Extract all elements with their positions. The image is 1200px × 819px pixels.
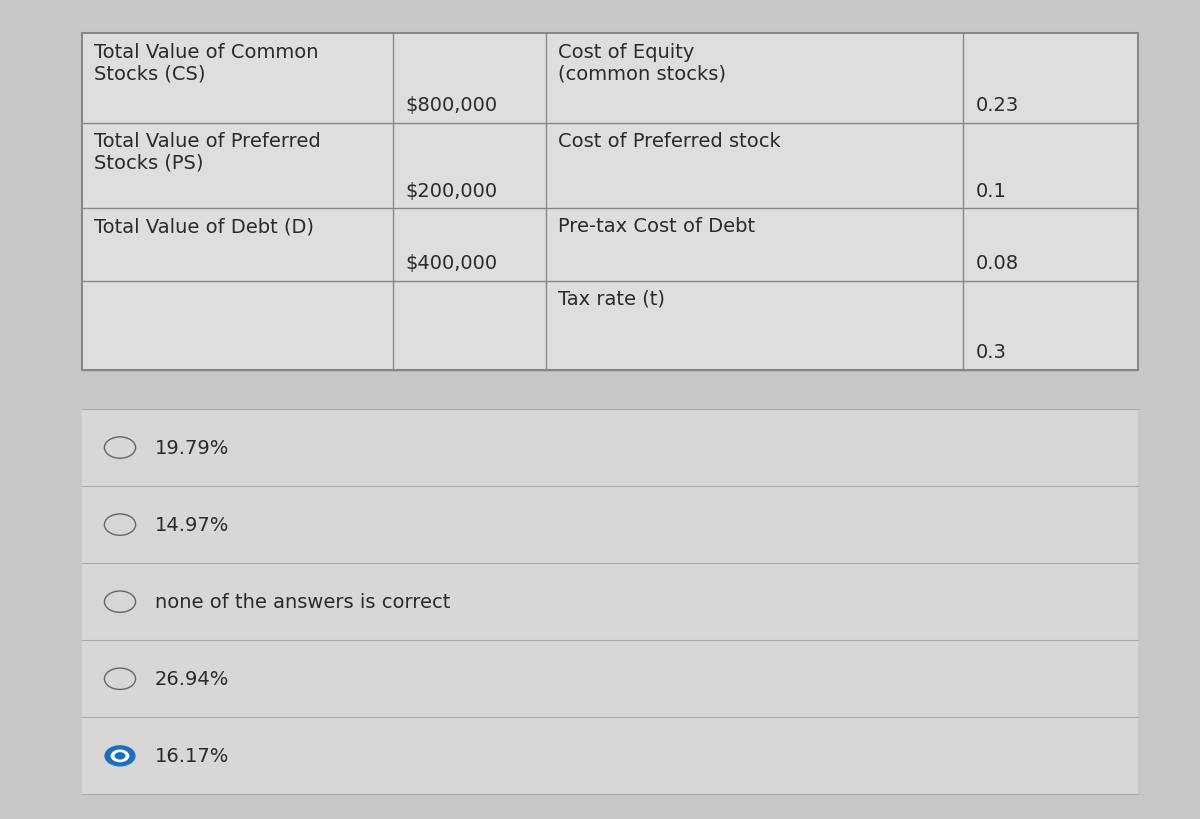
Text: 16.17%: 16.17% xyxy=(155,746,229,766)
Bar xyxy=(964,124,1138,209)
Text: Cost of Preferred stock: Cost of Preferred stock xyxy=(558,132,781,151)
Text: $200,000: $200,000 xyxy=(406,182,497,201)
Bar xyxy=(964,281,1138,370)
Text: 0.1: 0.1 xyxy=(976,182,1007,201)
Bar xyxy=(964,34,1138,124)
Bar xyxy=(82,410,1138,794)
Text: $800,000: $800,000 xyxy=(406,96,497,115)
Text: Total Value of Preferred
Stocks (PS): Total Value of Preferred Stocks (PS) xyxy=(94,132,320,173)
Text: Total Value of Common
Stocks (CS): Total Value of Common Stocks (CS) xyxy=(94,43,318,84)
Bar xyxy=(964,209,1138,281)
Bar xyxy=(82,281,394,370)
Circle shape xyxy=(110,749,130,762)
Bar xyxy=(394,281,546,370)
Bar xyxy=(82,124,394,209)
Text: 14.97%: 14.97% xyxy=(155,515,229,535)
Circle shape xyxy=(104,745,136,767)
Text: Total Value of Debt (D): Total Value of Debt (D) xyxy=(94,217,313,236)
Text: none of the answers is correct: none of the answers is correct xyxy=(155,592,450,612)
Text: 0.08: 0.08 xyxy=(976,254,1019,273)
Text: 0.23: 0.23 xyxy=(976,96,1019,115)
Text: Pre-tax Cost of Debt: Pre-tax Cost of Debt xyxy=(558,217,755,236)
Text: Cost of Equity
(common stocks): Cost of Equity (common stocks) xyxy=(558,43,726,84)
Bar xyxy=(546,209,964,281)
Bar xyxy=(394,34,546,124)
Circle shape xyxy=(104,514,136,536)
Bar xyxy=(546,124,964,209)
Circle shape xyxy=(114,752,126,760)
Text: $400,000: $400,000 xyxy=(406,254,497,273)
Bar xyxy=(394,209,546,281)
Text: Tax rate (t): Tax rate (t) xyxy=(558,289,665,309)
Bar xyxy=(546,34,964,124)
Bar xyxy=(82,209,394,281)
Circle shape xyxy=(104,591,136,613)
Circle shape xyxy=(104,437,136,459)
Text: 19.79%: 19.79% xyxy=(155,438,229,458)
Bar xyxy=(82,34,394,124)
Text: 26.94%: 26.94% xyxy=(155,669,229,689)
Circle shape xyxy=(104,668,136,690)
Bar xyxy=(82,34,1138,370)
Bar xyxy=(546,281,964,370)
Text: 0.3: 0.3 xyxy=(976,343,1007,362)
Bar xyxy=(394,124,546,209)
